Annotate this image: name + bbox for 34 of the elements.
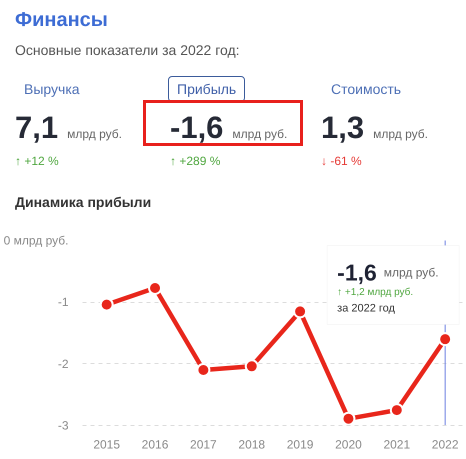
annotation: ↑ +1,2 млрд руб.: [337, 287, 414, 298]
point: [390, 403, 404, 418]
point: [293, 304, 308, 318]
active-tab-outline: Прибыль: [168, 76, 246, 102]
text: ↑ +289 %: [170, 153, 220, 170]
text: Динамика прибыли: [15, 193, 152, 212]
point: [244, 359, 259, 374]
text: ↑ +12 %: [15, 153, 59, 170]
chart-subtitle: Основные показатели за 2022 год:: [15, 41, 240, 60]
y-tick-label: -1: [58, 295, 69, 310]
text: Выручка: [24, 80, 80, 99]
y-tick-label: -2: [58, 356, 69, 371]
x-tick-label: 2021: [383, 438, 410, 452]
x-tick-label: 2016: [142, 438, 169, 452]
x-tick-label: 2022: [432, 438, 459, 452]
x-tick-label: 2017: [190, 438, 218, 452]
point: [196, 363, 210, 377]
point: [100, 298, 114, 312]
chart-title: Финансы: [15, 8, 108, 33]
text: 7,1 млрд руб.: [15, 110, 122, 145]
x-tick-label: 2015: [93, 438, 120, 452]
annotation: за 2022 год: [337, 302, 396, 314]
annotation: -1,6 млрд руб.: [337, 260, 439, 286]
y-tick-label: 0 млрд руб.: [4, 234, 68, 248]
point: [341, 412, 356, 426]
point: [438, 332, 452, 346]
text: ↓ -61 %: [321, 153, 362, 170]
x-tick-label: 2018: [238, 438, 266, 452]
x-tick-label: 2020: [335, 438, 362, 452]
y-tick-label: -3: [58, 418, 69, 432]
text: -1,6 млрд руб.: [170, 110, 288, 145]
text: 1,3 млрд руб.: [321, 110, 428, 145]
text: Стоимость: [331, 80, 402, 99]
x-tick-label: 2019: [286, 438, 314, 452]
